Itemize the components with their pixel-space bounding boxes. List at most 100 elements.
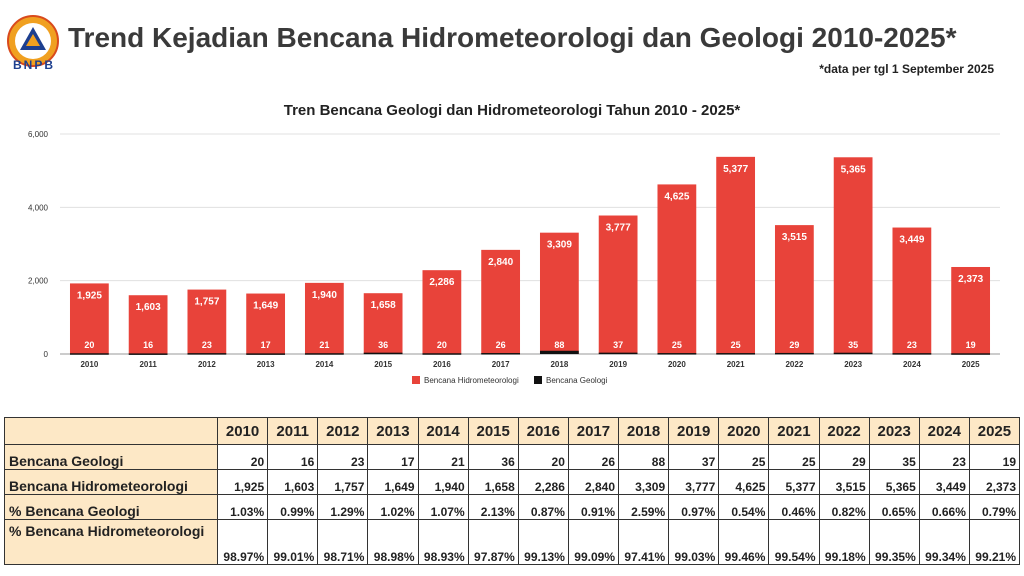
- data-table: 2010 2011 2012 2013 2014 2015 2016 2017 2018 2019…: [4, 417, 1021, 565]
- geologi-bar: [598, 352, 638, 355]
- table-corner-cell: [4, 417, 218, 445]
- table-row: Bencana Geologi 20 16 23 17 21 36 20 26 88 37 25 25 2…: [4, 444, 1021, 470]
- table-cell: 1.29%: [317, 494, 369, 520]
- chart-title: Tren Bencana Geologi dan Hidrometeorolog…: [283, 102, 741, 119]
- geologi-bar: [363, 352, 403, 355]
- geologi-data-label: 29: [789, 340, 799, 350]
- geologi-data-label: 21: [319, 340, 329, 350]
- table-cell: 3,515: [818, 469, 870, 495]
- table-year-header: 2019: [668, 417, 720, 445]
- hidro-bar: [716, 156, 756, 354]
- table-cell: 0.65%: [868, 494, 920, 520]
- hidro-bar: [539, 232, 579, 354]
- table-cell: 99.09%: [567, 519, 620, 565]
- x-tick-label: 2019: [609, 360, 627, 369]
- geologi-data-label: 19: [966, 340, 976, 350]
- y-tick-label: 6,000: [28, 130, 49, 139]
- table-year-header: 2014: [417, 417, 469, 445]
- x-tick-label: 2022: [785, 360, 803, 369]
- geologi-data-label: 23: [202, 340, 212, 350]
- geologi-bar: [481, 353, 521, 355]
- table-cell: 99.13%: [517, 519, 569, 565]
- x-tick-label: 2015: [374, 360, 392, 369]
- table-cell: 3,777: [668, 469, 720, 495]
- geologi-bar: [892, 353, 932, 355]
- table-cell: 20: [517, 444, 569, 470]
- x-tick-label: 2013: [257, 360, 275, 369]
- table-cell: 1,649: [367, 469, 419, 495]
- table-cell: 2.59%: [617, 494, 670, 520]
- table-year-header: 2018: [617, 417, 670, 445]
- hidro-bar: [363, 293, 403, 354]
- hidro-bar: [833, 157, 873, 354]
- table-row: % Bencana Geologi 1.03% 0.99% 1.29% 1.02% 1.0…: [4, 494, 1021, 520]
- page-title: Trend Kejadian Bencana Hidrometeorologi …: [68, 22, 957, 53]
- geologi-bar: [657, 353, 697, 355]
- hidro-data-label: 1,757: [194, 297, 219, 308]
- table-cell: 2,373: [968, 469, 1021, 495]
- table-cell: 0.87%: [517, 494, 569, 520]
- hidro-bar: [246, 293, 286, 354]
- table-cell: 1.03%: [216, 494, 269, 520]
- geologi-bar: [304, 353, 344, 355]
- legend-label-hidro: Bencana Hidrometeorologi: [424, 376, 519, 385]
- hidro-data-label: 2,286: [429, 277, 454, 288]
- y-tick-label: 2,000: [28, 277, 49, 286]
- table-year-header: 2016: [517, 417, 569, 445]
- hidro-data-label: 1,940: [312, 290, 337, 301]
- table-cell: 1,925: [216, 469, 269, 495]
- hidro-data-label: 5,377: [723, 164, 748, 175]
- x-tick-label: 2023: [844, 360, 862, 369]
- table-cell: 1,940: [417, 469, 469, 495]
- geologi-bar: [69, 353, 109, 355]
- hidro-data-label: 4,625: [664, 191, 689, 202]
- geologi-data-label: 17: [261, 340, 271, 350]
- table-cell: 98.98%: [367, 519, 419, 565]
- table-cell: 99.54%: [768, 519, 820, 565]
- table-cell: 0.66%: [918, 494, 970, 520]
- table-cell: 2,840: [567, 469, 620, 495]
- geologi-data-label: 16: [143, 340, 153, 350]
- x-tick-label: 2016: [433, 360, 451, 369]
- table-cell: 99.34%: [918, 519, 970, 565]
- geologi-data-label: 23: [907, 340, 917, 350]
- hidro-data-label: 3,309: [547, 240, 572, 251]
- table-cell: 88: [617, 444, 670, 470]
- legend-swatch-geologi: [534, 376, 542, 384]
- hidro-bar: [304, 282, 344, 354]
- hidro-bar: [657, 184, 697, 354]
- table-cell: 0.99%: [267, 494, 319, 520]
- geologi-bar: [951, 353, 991, 355]
- hidro-data-label: 1,925: [77, 290, 102, 301]
- bar-chart: 0 2,000 4,000 6,000 1,925 20 2010 1,603 16 2011 1,…: [28, 130, 1000, 385]
- geologi-data-label: 36: [378, 340, 388, 350]
- hidro-data-label: 2,840: [488, 257, 513, 268]
- table-cell: 1.07%: [417, 494, 469, 520]
- geologi-data-label: 20: [84, 340, 94, 350]
- table-year-header: 2013: [367, 417, 419, 445]
- geologi-data-label: 35: [848, 340, 858, 350]
- geologi-data-label: 25: [731, 340, 741, 350]
- table-cell: 21: [417, 444, 469, 470]
- table-cell: 16: [267, 444, 319, 470]
- table-cell: 25: [768, 444, 820, 470]
- hidro-bar: [69, 283, 109, 354]
- table-year-header: 2012: [317, 417, 369, 445]
- table-cell: 5,377: [768, 469, 820, 495]
- table-year-header: 2010: [216, 417, 269, 445]
- table-cell: 99.35%: [868, 519, 920, 565]
- table-cell: 4,625: [718, 469, 770, 495]
- table-cell: 1,757: [317, 469, 369, 495]
- table-year-header: 2024: [918, 417, 970, 445]
- hidro-bar: [128, 295, 168, 354]
- table-header-row: 2010 2011 2012 2013 2014 2015 2016 2017 2018 2019…: [4, 417, 1021, 445]
- table-cell: 35: [868, 444, 920, 470]
- x-tick-label: 2010: [80, 360, 98, 369]
- table-year-header: 2021: [768, 417, 820, 445]
- table-cell: 99.03%: [668, 519, 720, 565]
- hidro-data-label: 2,373: [958, 274, 983, 285]
- table-year-header: 2023: [868, 417, 920, 445]
- geologi-bar: [187, 353, 227, 355]
- y-tick-label: 0: [44, 350, 49, 359]
- hidro-bar: [774, 225, 814, 354]
